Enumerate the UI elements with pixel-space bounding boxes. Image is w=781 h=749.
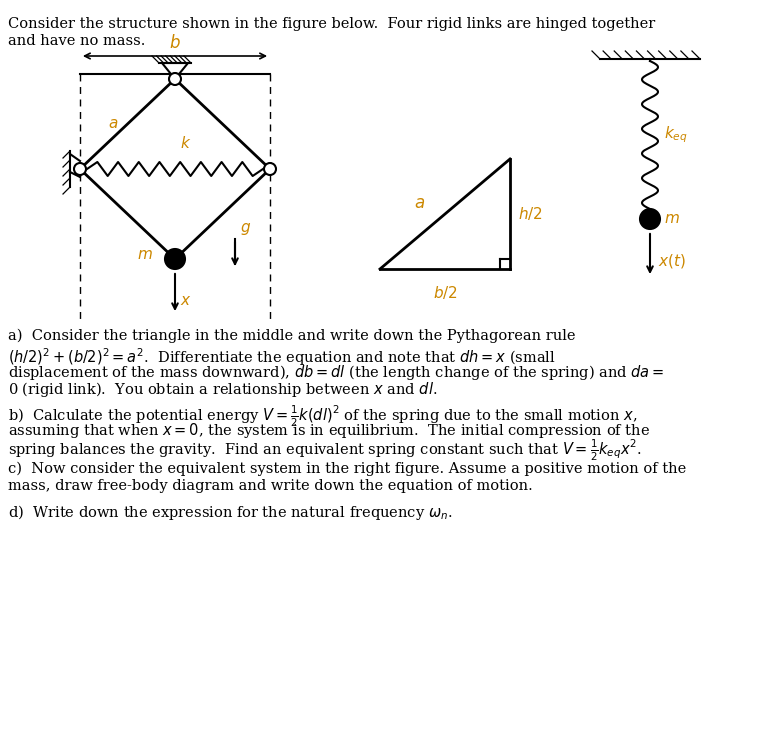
Circle shape: [165, 249, 185, 269]
Text: $k_{eq}$: $k_{eq}$: [664, 124, 688, 145]
Text: mass, draw free-body diagram and write down the equation of motion.: mass, draw free-body diagram and write d…: [8, 479, 533, 493]
Text: $k$: $k$: [180, 135, 191, 151]
Text: c)  Now consider the equivalent system in the right figure. Assume a positive mo: c) Now consider the equivalent system in…: [8, 462, 686, 476]
Text: $x(t)$: $x(t)$: [658, 252, 686, 270]
Text: $m$: $m$: [664, 212, 679, 226]
Text: spring balances the gravity.  Find an equivalent spring constant such that $V=\f: spring balances the gravity. Find an equ…: [8, 438, 642, 464]
Circle shape: [74, 163, 86, 175]
Circle shape: [640, 209, 660, 229]
Text: assuming that when $x=0$, the system is in equilibrium.  The initial compression: assuming that when $x=0$, the system is …: [8, 421, 650, 440]
Text: $(h/2)^2+(b/2)^2=a^2$.  Differentiate the equation and note that $dh=x$ (small: $(h/2)^2+(b/2)^2=a^2$. Differentiate the…: [8, 346, 556, 368]
Text: Consider the structure shown in the figure below.  Four rigid links are hinged t: Consider the structure shown in the figu…: [8, 17, 655, 31]
Text: 0 (rigid link).  You obtain a relationship between $x$ and $dl$.: 0 (rigid link). You obtain a relationshi…: [8, 380, 437, 399]
Text: d)  Write down the expression for the natural frequency $\omega_n$.: d) Write down the expression for the nat…: [8, 503, 452, 522]
Text: $x$: $x$: [180, 294, 191, 308]
Text: a)  Consider the triangle in the middle and write down the Pythagorean rule: a) Consider the triangle in the middle a…: [8, 329, 576, 343]
Text: displacement of the mass downward), $db=dl$ (the length change of the spring) an: displacement of the mass downward), $db=…: [8, 363, 665, 382]
Text: $g$: $g$: [240, 221, 251, 237]
Text: $h/2$: $h/2$: [518, 205, 543, 222]
Circle shape: [264, 163, 276, 175]
Text: $a$: $a$: [109, 117, 119, 131]
Text: and have no mass.: and have no mass.: [8, 34, 145, 48]
Circle shape: [169, 73, 181, 85]
Text: b)  Calculate the potential energy $V=\frac{1}{2}k(dl)^2$ of the spring due to t: b) Calculate the potential energy $V=\fr…: [8, 404, 637, 429]
Text: $a$: $a$: [415, 195, 426, 213]
Text: $m$: $m$: [137, 248, 153, 262]
Text: $b/2$: $b/2$: [433, 284, 457, 301]
Text: $b$: $b$: [169, 34, 181, 52]
